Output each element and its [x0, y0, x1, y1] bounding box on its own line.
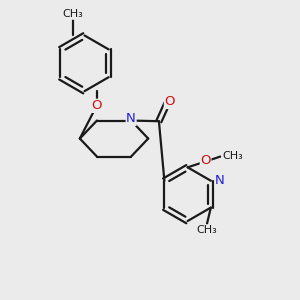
Text: O: O	[200, 154, 211, 167]
Text: CH₃: CH₃	[222, 151, 243, 160]
Text: N: N	[126, 112, 136, 125]
Text: CH₃: CH₃	[196, 225, 217, 235]
Text: O: O	[92, 99, 102, 112]
Text: N: N	[215, 174, 225, 187]
Text: O: O	[164, 95, 175, 108]
Text: CH₃: CH₃	[62, 9, 83, 19]
